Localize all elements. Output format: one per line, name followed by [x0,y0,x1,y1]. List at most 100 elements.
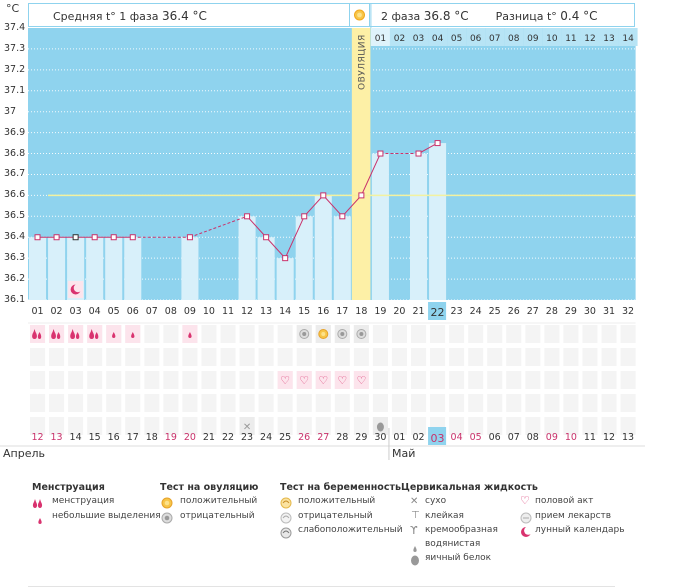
grid-cell[interactable] [411,348,427,366]
cycle-day-label[interactable]: 26 [507,306,520,317]
grid-cell[interactable] [106,371,122,389]
grid-cell[interactable] [372,394,388,412]
date-label[interactable]: 13 [50,432,63,443]
cycle-day-label[interactable]: 12 [241,306,254,317]
grid-cell[interactable] [106,417,122,435]
grid-cell[interactable] [601,348,617,366]
cycle-day-label[interactable]: 03 [69,306,82,317]
cycle-day-label[interactable]: 25 [488,306,501,317]
temperature-point[interactable] [34,234,41,241]
date-label[interactable]: 13 [622,432,635,443]
grid-cell[interactable] [125,417,141,435]
grid-cell[interactable] [391,417,407,435]
grid-cell[interactable] [353,348,369,366]
grid-cell[interactable] [220,394,236,412]
grid-cell[interactable] [201,394,217,412]
grid-cell[interactable] [163,325,179,343]
grid-cell[interactable] [563,348,579,366]
cycle-day-label[interactable]: 10 [202,306,215,317]
grid-cell[interactable] [182,394,198,412]
grid-cell[interactable] [430,371,446,389]
grid-cell[interactable] [601,394,617,412]
cycle-day-label[interactable]: 29 [564,306,577,317]
date-label[interactable]: 12 [602,432,616,443]
grid-cell[interactable] [125,371,141,389]
grid-cell[interactable] [391,371,407,389]
grid-cell[interactable] [411,325,427,343]
grid-cell[interactable] [106,348,122,366]
grid-cell[interactable] [277,394,293,412]
grid-cell[interactable] [563,325,579,343]
grid-cell[interactable] [525,348,541,366]
grid-cell[interactable] [201,348,217,366]
grid-cell[interactable] [239,348,255,366]
grid-cell[interactable] [487,394,503,412]
grid-cell[interactable] [296,348,312,366]
date-label[interactable]: 17 [126,432,139,443]
grid-cell[interactable] [315,417,331,435]
grid-cell[interactable] [563,394,579,412]
grid-cell[interactable] [506,325,522,343]
cycle-day-label[interactable]: 24 [469,306,482,317]
grid-cell[interactable] [258,394,274,412]
grid-cell[interactable] [411,371,427,389]
grid-cell[interactable] [391,394,407,412]
temperature-point[interactable] [91,234,98,241]
grid-cell[interactable] [582,371,598,389]
grid-cell[interactable] [487,325,503,343]
date-label[interactable]: 09 [545,432,558,443]
grid-cell[interactable] [353,417,369,435]
date-label[interactable]: 16 [107,432,120,443]
temperature-point[interactable] [339,213,346,220]
cycle-day-label[interactable]: 11 [221,306,235,317]
grid-cell[interactable] [182,348,198,366]
grid-cell[interactable] [449,394,465,412]
cycle-day-label[interactable]: 31 [602,306,616,317]
date-label[interactable]: 15 [88,432,101,443]
grid-cell[interactable] [372,371,388,389]
grid-cell[interactable] [201,325,217,343]
date-label[interactable]: 05 [469,432,482,443]
grid-cell[interactable] [468,325,484,343]
date-label[interactable]: 24 [260,432,273,443]
grid-cell[interactable] [544,417,560,435]
grid-cell[interactable] [391,325,407,343]
cycle-day-label[interactable]: 08 [164,306,177,317]
grid-cell[interactable] [620,417,636,435]
grid-cell[interactable] [334,394,350,412]
grid-cell[interactable] [182,371,198,389]
grid-cell[interactable] [449,348,465,366]
grid-cell[interactable] [239,325,255,343]
cycle-day-label[interactable]: 13 [260,306,273,317]
temperature-point[interactable] [110,234,117,241]
cycle-day-label[interactable]: 27 [526,306,539,317]
grid-cell[interactable] [277,325,293,343]
grid-cell[interactable] [144,417,160,435]
grid-cell[interactable] [411,394,427,412]
temperature-point[interactable] [301,213,308,220]
date-label[interactable]: 19 [164,432,177,443]
cycle-day-label[interactable]: 16 [317,306,330,317]
grid-cell[interactable] [544,325,560,343]
grid-cell[interactable] [144,394,160,412]
grid-cell[interactable] [277,417,293,435]
grid-cell[interactable] [601,371,617,389]
date-label[interactable]: 12 [31,432,44,443]
grid-cell[interactable] [468,394,484,412]
grid-cell[interactable] [449,371,465,389]
grid-cell[interactable] [68,417,84,435]
grid-cell[interactable] [391,348,407,366]
grid-cell[interactable] [220,348,236,366]
date-label[interactable]: 30 [374,432,387,443]
grid-cell[interactable] [620,371,636,389]
grid-cell[interactable] [201,417,217,435]
grid-cell[interactable] [182,417,198,435]
date-label[interactable]: 23 [241,432,254,443]
grid-cell[interactable] [525,371,541,389]
temperature-point[interactable] [263,234,270,241]
date-label[interactable]: 21 [202,432,215,443]
grid-cell[interactable] [525,325,541,343]
grid-cell[interactable] [68,394,84,412]
cycle-day-label[interactable]: 07 [145,306,158,317]
cycle-day-label[interactable]: 18 [355,306,368,317]
